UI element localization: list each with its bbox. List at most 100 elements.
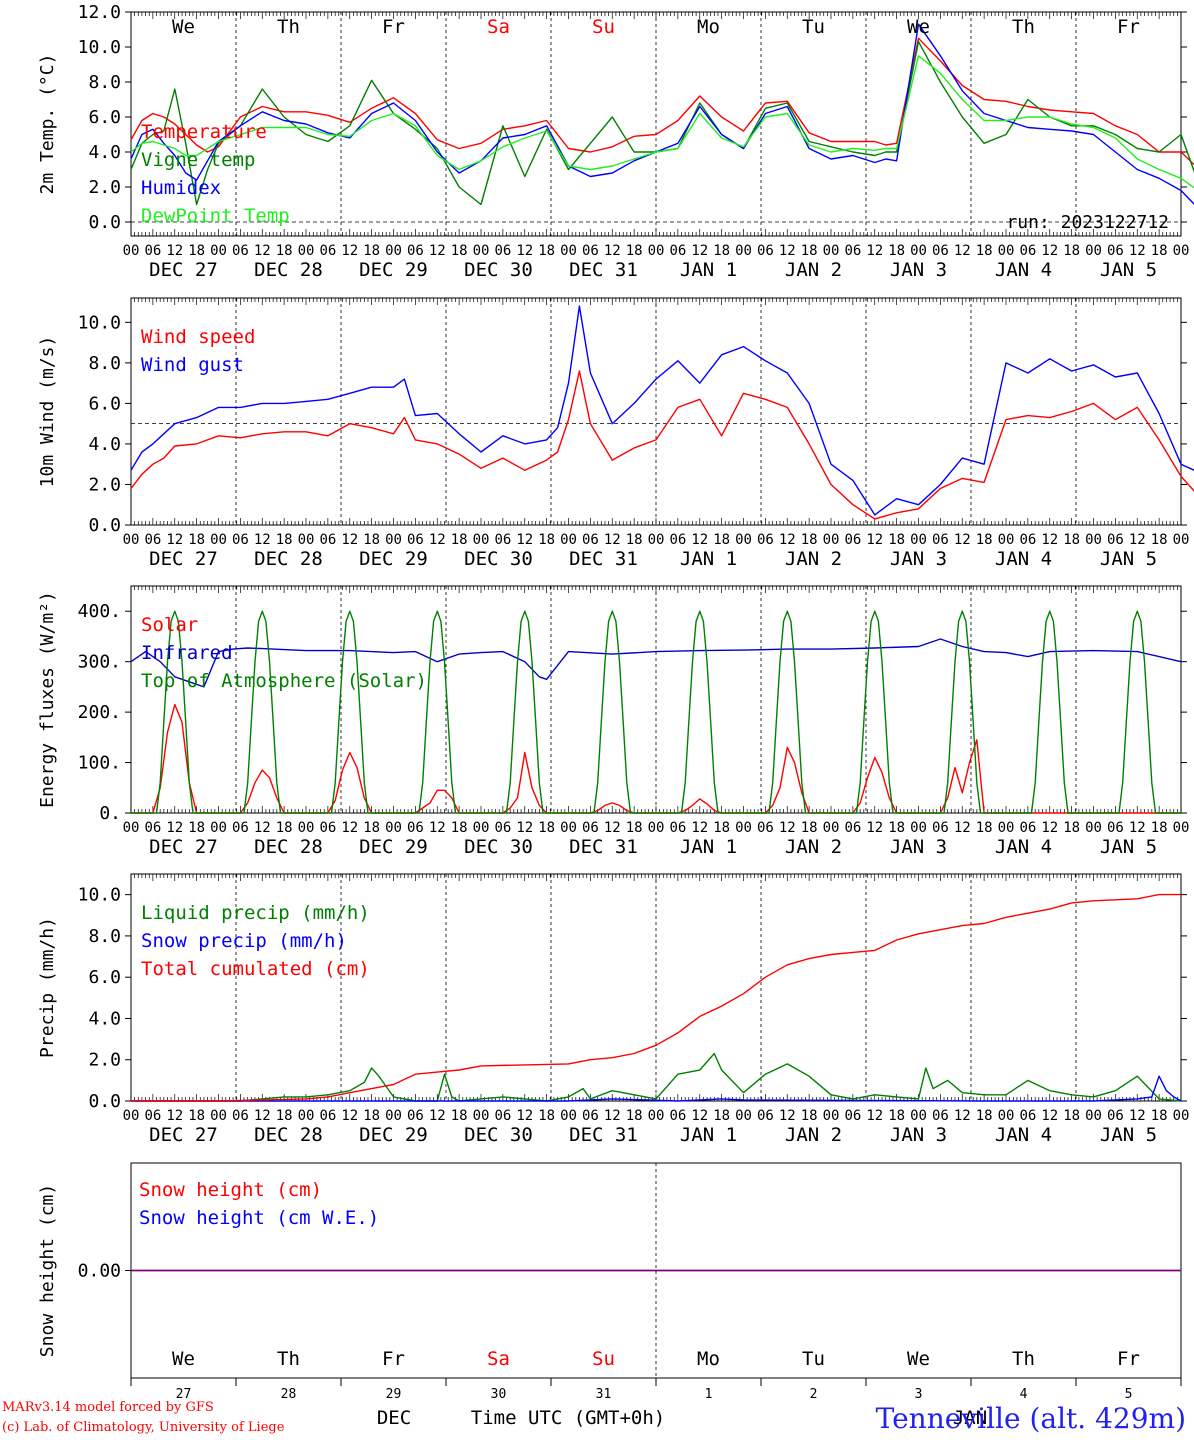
hour-tick-label: 00	[560, 243, 577, 259]
legend-entry: Humidex	[141, 177, 221, 199]
hour-tick-label: 06	[232, 532, 249, 548]
y-tick-label: 0.	[99, 803, 121, 824]
hour-tick-label: 06	[757, 820, 774, 836]
hour-tick-label: 00	[123, 820, 140, 836]
hour-tick-label: 00	[123, 1108, 140, 1124]
hour-tick-label: 12	[1041, 243, 1058, 259]
hour-tick-label: 00	[648, 532, 665, 548]
y-tick-label: 10.0	[78, 312, 121, 333]
hour-tick-label: 06	[494, 532, 511, 548]
y-tick-label: 12.0	[78, 2, 121, 23]
y-tick-label: 4.0	[88, 434, 121, 455]
hour-tick-label: 12	[166, 243, 183, 259]
hour-tick-label: 00	[1173, 1108, 1190, 1124]
date-label: DEC 30	[464, 548, 533, 570]
legend-entry: Solar	[141, 614, 198, 636]
hour-tick-label: 12	[954, 243, 971, 259]
legend-entry: Snow height (cm)	[139, 1179, 322, 1201]
y-tick-label: 4.0	[88, 142, 121, 163]
date-label: JAN 2	[785, 836, 842, 858]
date-label: JAN 1	[680, 259, 737, 281]
hour-tick-label: 00	[123, 243, 140, 259]
run-label: run: 2023122712	[1006, 212, 1169, 233]
hour-tick-label: 18	[888, 820, 905, 836]
hour-tick-label: 06	[319, 532, 336, 548]
hour-tick-label: 06	[932, 243, 949, 259]
hour-tick-label: 18	[888, 532, 905, 548]
hour-tick-label: 12	[866, 243, 883, 259]
legend-entry: Vigne temp	[141, 149, 255, 171]
hour-tick-label: 00	[473, 243, 490, 259]
weekday-label: Mo	[697, 16, 720, 38]
day-number-label: 2	[810, 1387, 818, 1402]
date-label: JAN 1	[680, 1124, 737, 1146]
hour-tick-label: 18	[188, 820, 205, 836]
hour-tick-label: 06	[1107, 243, 1124, 259]
hour-tick-label: 00	[1085, 243, 1102, 259]
hour-tick-label: 06	[582, 820, 599, 836]
hour-tick-label: 06	[669, 532, 686, 548]
hour-tick-label: 06	[407, 1108, 424, 1124]
hour-tick-label: 00	[210, 820, 227, 836]
weekday-label: Sa	[487, 16, 510, 38]
hour-tick-label: 12	[604, 532, 621, 548]
y-axis-label: 10m Wind (m/s)	[37, 336, 58, 488]
hour-tick-label: 06	[669, 820, 686, 836]
y-tick-label: 2.0	[88, 1050, 121, 1071]
hour-tick-label: 18	[276, 820, 293, 836]
hour-tick-label: 12	[341, 1108, 358, 1124]
day-number-label: 5	[1125, 1387, 1133, 1402]
hour-tick-label: 00	[1085, 1108, 1102, 1124]
y-axis-label: Energy fluxes (W/m²)	[37, 591, 58, 808]
hour-tick-label: 12	[341, 532, 358, 548]
y-tick-label: 0.00	[78, 1261, 121, 1282]
hour-tick-label: 00	[560, 820, 577, 836]
station-title: Tenneville (alt. 429m)	[875, 1402, 1186, 1435]
hour-tick-label: 18	[1151, 243, 1168, 259]
date-label: JAN 1	[680, 836, 737, 858]
date-label: JAN 5	[1100, 548, 1157, 570]
hour-tick-label: 18	[276, 243, 293, 259]
hour-tick-label: 18	[976, 532, 993, 548]
y-tick-label: 8.0	[88, 926, 121, 947]
hour-tick-label: 18	[276, 532, 293, 548]
hour-tick-label: 18	[538, 243, 555, 259]
plot-frame	[130, 11, 1182, 237]
hour-tick-label: 00	[298, 1108, 315, 1124]
y-axis-label: 2m Temp. (°C)	[37, 54, 58, 195]
panel-snow: 0.00 Snow height (cm) Snow height (cm) Snow…	[37, 1162, 1182, 1429]
hour-tick-label: 06	[407, 532, 424, 548]
hour-tick-label: 00	[998, 532, 1015, 548]
hour-tick-label: 06	[932, 1108, 949, 1124]
hour-tick-label: 06	[494, 243, 511, 259]
hour-tick-label: 00	[210, 1108, 227, 1124]
hour-tick-label: 18	[363, 243, 380, 259]
y-tick-label: 6.0	[88, 393, 121, 414]
hour-tick-label: 06	[1019, 1108, 1036, 1124]
day-number-label: 1	[705, 1387, 713, 1402]
hour-tick-label: 12	[429, 1108, 446, 1124]
hour-tick-label: 18	[888, 1108, 905, 1124]
hour-tick-label: 00	[1173, 820, 1190, 836]
hour-tick-label: 18	[713, 1108, 730, 1124]
hour-tick-label: 00	[210, 243, 227, 259]
hour-tick-label: 12	[516, 243, 533, 259]
date-label: DEC 30	[464, 836, 533, 858]
date-label: JAN 4	[995, 1124, 1052, 1146]
hour-tick-label: 12	[516, 1108, 533, 1124]
y-tick-label: 0.0	[88, 212, 121, 233]
date-label: DEC 27	[149, 259, 218, 281]
date-label: DEC 27	[149, 836, 218, 858]
series-line-humidex	[130, 23, 1194, 206]
hour-tick-label: 12	[866, 1108, 883, 1124]
hour-tick-label: 06	[144, 820, 161, 836]
hour-tick-label: 12	[254, 243, 271, 259]
date-label: DEC 30	[464, 259, 533, 281]
hour-tick-label: 06	[494, 1108, 511, 1124]
hour-tick-label: 18	[363, 820, 380, 836]
y-axis-label: Precip (mm/h)	[37, 917, 58, 1058]
weekday-label: We	[172, 1348, 195, 1370]
hour-tick-label: 12	[604, 243, 621, 259]
hour-tick-label: 06	[407, 243, 424, 259]
hour-tick-label: 06	[757, 243, 774, 259]
